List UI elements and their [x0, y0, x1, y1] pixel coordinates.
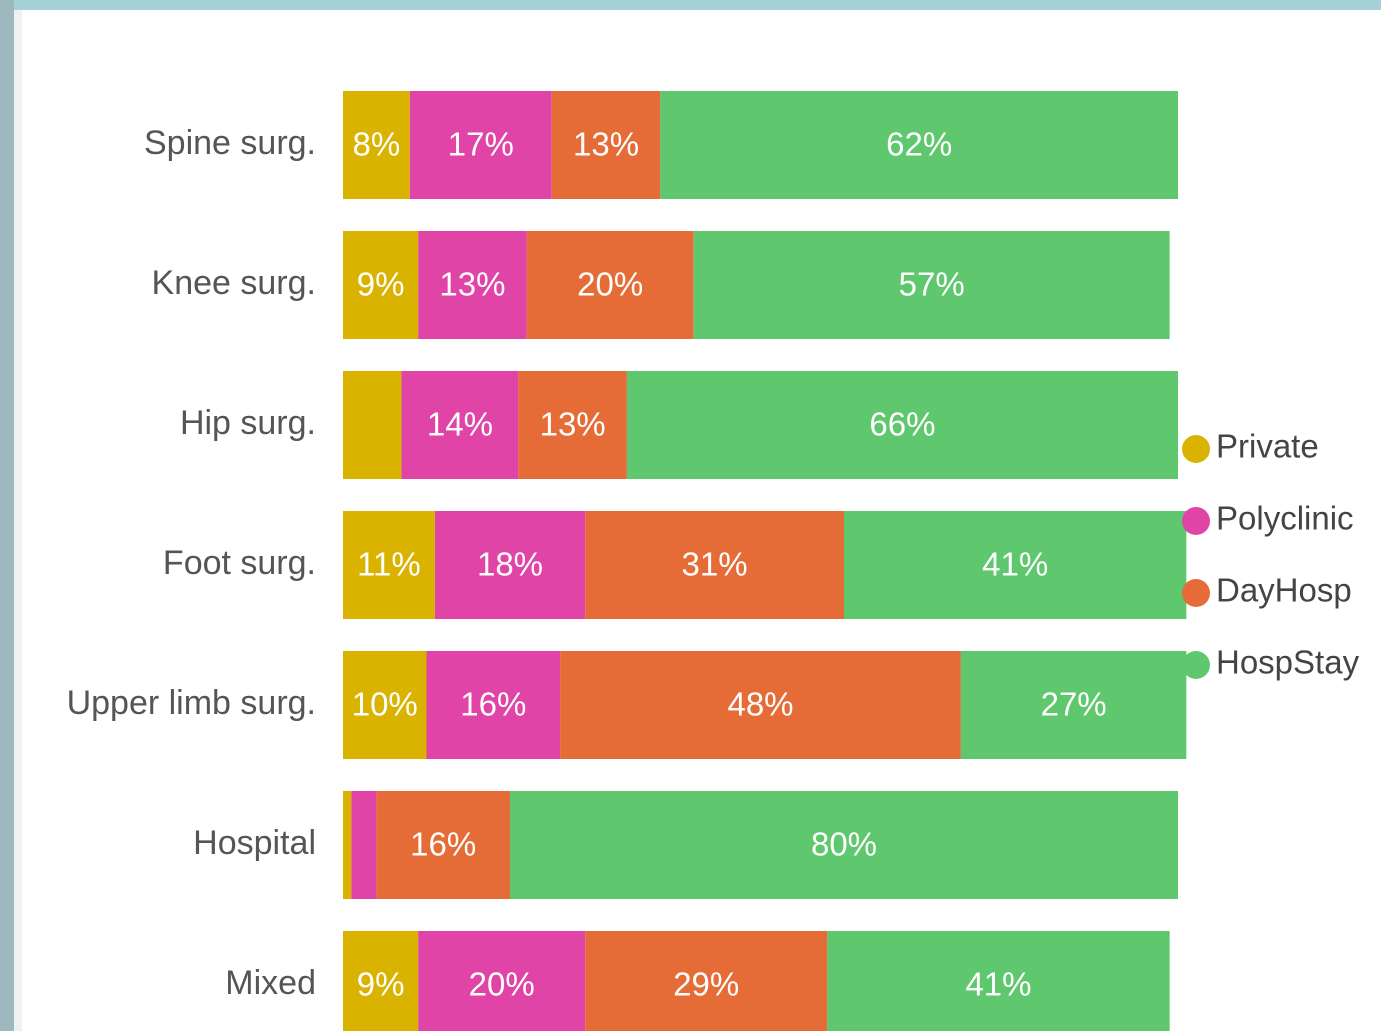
y-tick-label: Spine surg. [144, 124, 316, 162]
data-label: 57% [899, 266, 965, 303]
data-label: 18% [477, 546, 543, 583]
data-label: 66% [869, 406, 935, 443]
data-label: 14% [427, 406, 493, 443]
data-label: 20% [577, 266, 643, 303]
data-label: 11% [357, 546, 421, 583]
bar-segment [343, 651, 427, 759]
y-tick-label: Foot surg. [163, 544, 316, 582]
bar-segment [343, 91, 410, 199]
data-label: 9% [357, 266, 405, 303]
data-label: 10% [352, 686, 418, 723]
data-label: 27% [1041, 686, 1107, 723]
legend-label: Private [1216, 428, 1319, 465]
data-label: 13% [439, 266, 505, 303]
y-tick-label: Knee surg. [152, 264, 316, 302]
bar-segment [401, 371, 519, 479]
bar-segment [343, 231, 419, 339]
legend-swatch [1182, 435, 1210, 463]
bar-segment [418, 231, 527, 339]
bar-segment [343, 931, 419, 1031]
panel-shadow [14, 10, 22, 1031]
data-label: 29% [673, 966, 739, 1003]
bar-segment [844, 511, 1187, 619]
data-label: 31% [682, 546, 748, 583]
bar-segment [376, 791, 510, 899]
data-label: 8% [353, 126, 401, 163]
bar-segment [660, 91, 1178, 199]
legend-swatch [1182, 507, 1210, 535]
data-label: 13% [540, 406, 606, 443]
legend-swatch [1182, 579, 1210, 607]
bar-segment [693, 231, 1170, 339]
y-tick-label: Upper limb surg. [67, 684, 316, 722]
data-label: 9% [357, 966, 405, 1003]
bar-segment [343, 371, 402, 479]
y-tick-label: Hospital [193, 824, 316, 862]
bar-segment [585, 931, 828, 1031]
bar-segment [560, 651, 961, 759]
legend-swatch [1182, 651, 1210, 679]
data-label: 20% [469, 966, 535, 1003]
bar-segment [343, 511, 435, 619]
y-tick-label: Mixed [225, 964, 316, 1002]
data-label: 16% [410, 826, 476, 863]
legend-label: HospStay [1216, 644, 1360, 681]
legend-label: Polyclinic [1216, 500, 1354, 537]
data-label: 48% [727, 686, 793, 723]
data-label: 62% [886, 126, 952, 163]
bar-segment [434, 511, 586, 619]
bar-segment [960, 651, 1187, 759]
data-label: 13% [573, 126, 639, 163]
bar-segment [426, 651, 561, 759]
left-border [0, 0, 14, 1031]
data-label: 41% [982, 546, 1048, 583]
data-label: 16% [460, 686, 526, 723]
data-label: 80% [811, 826, 877, 863]
y-tick-label: Hip surg. [180, 404, 316, 442]
bar-segment [585, 511, 844, 619]
bar-segment [510, 791, 1178, 899]
bar-segment [418, 931, 586, 1031]
data-label: 17% [448, 126, 514, 163]
bar-segment [518, 371, 627, 479]
top-border [0, 0, 1381, 10]
bar-segment [827, 931, 1170, 1031]
legend-label: DayHosp [1216, 572, 1352, 609]
bar-segment [409, 91, 552, 199]
data-label: 41% [965, 966, 1031, 1003]
bar-segment [343, 791, 352, 899]
bar-segment [626, 371, 1178, 479]
bar-segment [551, 91, 661, 199]
bar-segment [526, 231, 694, 339]
bar-segment [351, 791, 377, 899]
